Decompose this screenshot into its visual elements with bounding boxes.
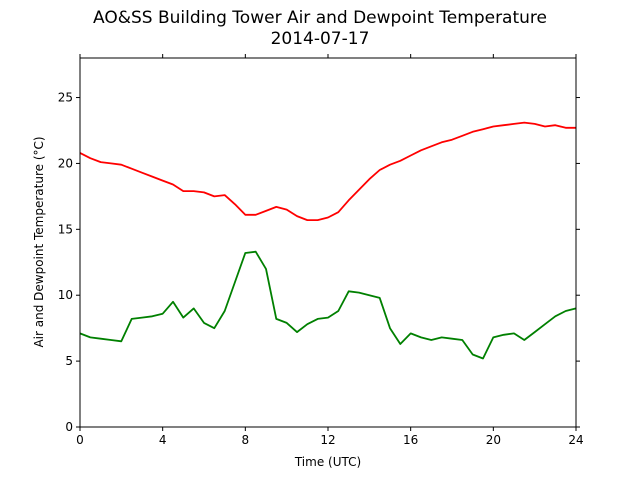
series-line-1 <box>79 250 577 360</box>
chart-title: AO&SS Building Tower Air and Dewpoint Te… <box>92 8 547 28</box>
x-tick-label-2: 8 <box>242 433 250 447</box>
x-tick-label-6: 24 <box>568 433 583 447</box>
plot-frame <box>79 57 577 428</box>
x-tick-label-0: 0 <box>76 433 84 447</box>
x-tick-label-1: 4 <box>159 433 167 447</box>
x-tick-label-3: 12 <box>320 433 335 447</box>
series-layer <box>79 121 577 360</box>
chart-subtitle: 2014-07-17 <box>270 29 370 49</box>
series-line-0 <box>79 121 576 222</box>
y-axis-label: Air and Dewpoint Temperature (°C) <box>32 136 46 347</box>
y-tick-label-3: 15 <box>58 222 73 236</box>
y-tick-label-4: 20 <box>58 156 73 170</box>
y-tick-label-5: 25 <box>58 91 73 105</box>
x-axis-label: Time (UTC) <box>294 455 361 469</box>
axis-layer: 0 4 8 12 16 20 24 0 5 10 15 20 25 <box>58 54 584 447</box>
y-tick-label-2: 10 <box>58 288 73 302</box>
y-tick-label-0: 0 <box>65 420 73 434</box>
y-tick-label-1: 5 <box>65 354 73 368</box>
x-tick-label-4: 16 <box>403 433 418 447</box>
x-tick-label-5: 20 <box>486 433 501 447</box>
